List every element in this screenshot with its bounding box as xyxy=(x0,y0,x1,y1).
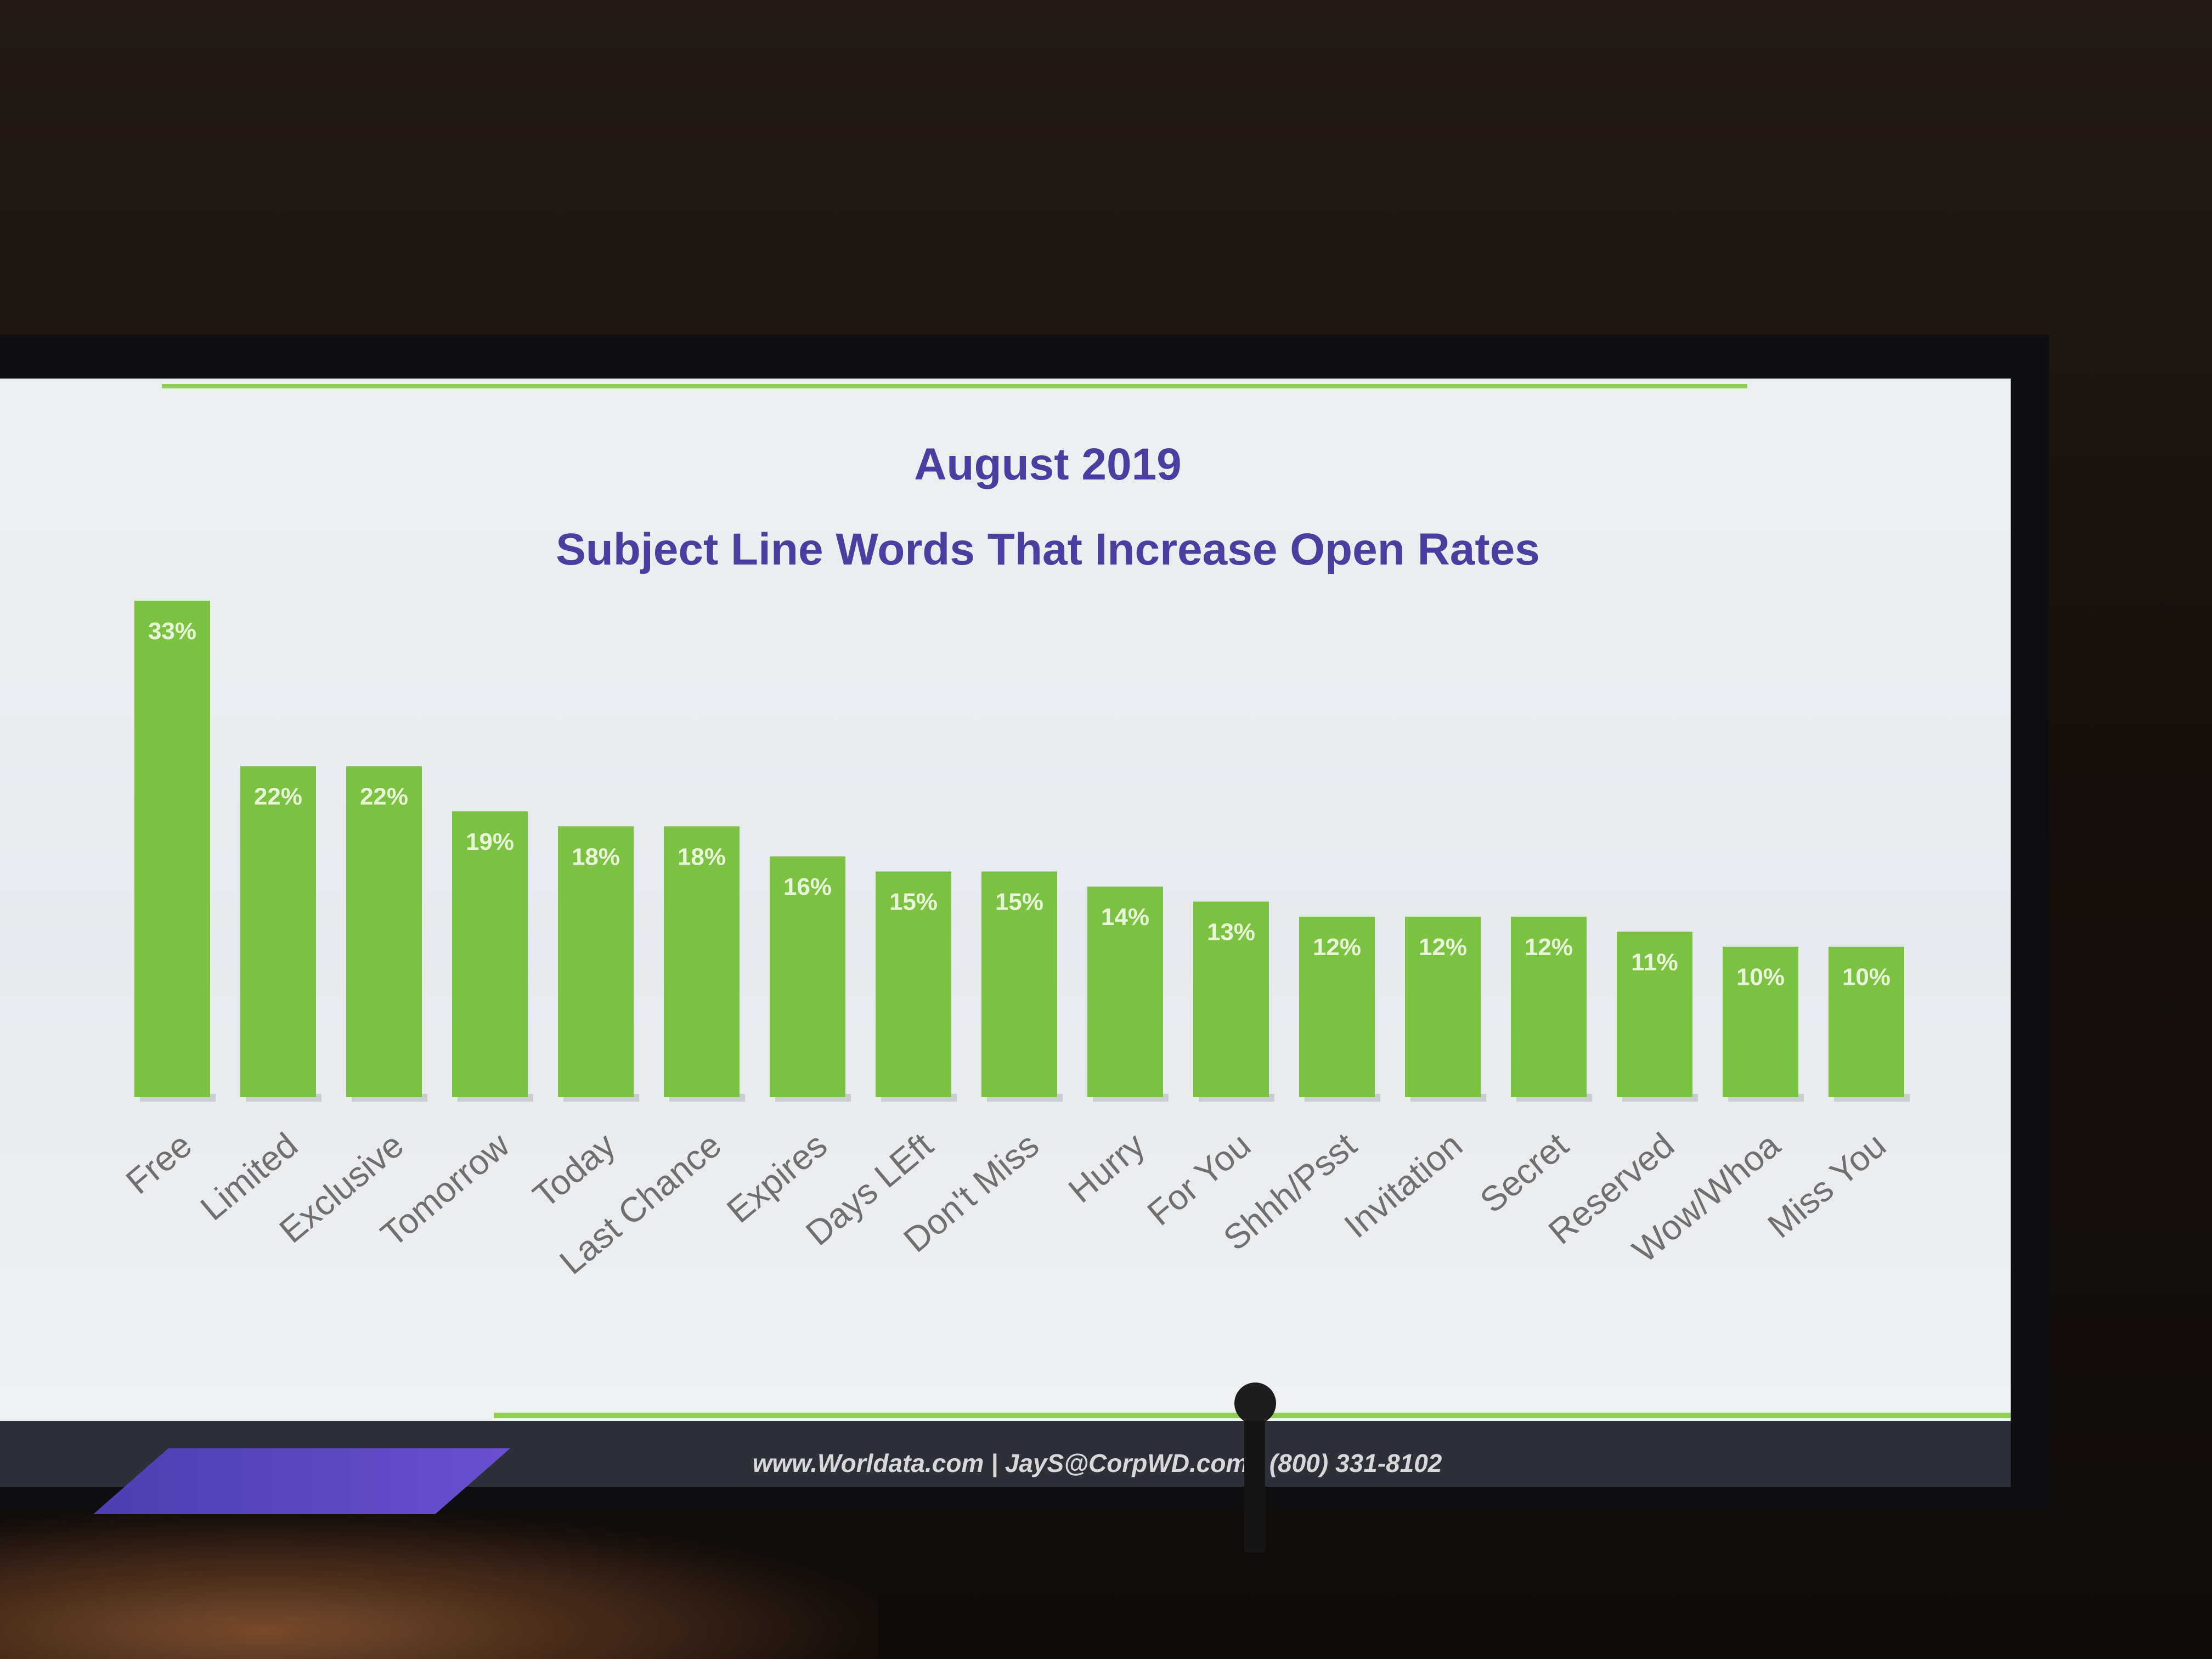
bar xyxy=(134,600,210,1097)
bar xyxy=(876,871,951,1097)
bar-chart: 33%Free22%Limited22%Exclusive19%Tomorrow… xyxy=(119,600,1910,1282)
bar xyxy=(1193,901,1269,1097)
bar xyxy=(664,826,740,1097)
bar-value-label: 15% xyxy=(889,889,938,916)
slide-top-rule xyxy=(162,384,1747,388)
x-tick-label: Today xyxy=(526,1125,623,1216)
stage-light-glow xyxy=(0,1514,878,1659)
bar xyxy=(346,766,422,1097)
bar xyxy=(240,766,316,1097)
presentation-slide: August 2019 Subject Line Words That Incr… xyxy=(0,379,2011,1421)
bar-value-label: 12% xyxy=(1419,934,1467,961)
bar-value-label: 33% xyxy=(148,618,196,645)
bar-value-label: 16% xyxy=(783,873,832,900)
bar xyxy=(1723,946,1798,1097)
x-tick-label: Miss You xyxy=(1760,1125,1893,1246)
bar xyxy=(1829,946,1904,1097)
chart-title: August 2019 xyxy=(914,439,1182,489)
bar xyxy=(1617,932,1692,1097)
bar-value-label: 14% xyxy=(1101,904,1149,930)
bar-value-label: 10% xyxy=(1736,964,1785,991)
microphone-stand xyxy=(1244,1421,1265,1553)
bar-value-label: 11% xyxy=(1631,949,1678,975)
bar-value-label: 18% xyxy=(572,843,620,870)
microphone-head xyxy=(1234,1383,1276,1424)
bar xyxy=(1405,916,1481,1097)
bar-value-label: 22% xyxy=(254,783,302,810)
bar-value-label: 22% xyxy=(360,783,408,810)
bar-value-label: 13% xyxy=(1207,918,1255,945)
bar xyxy=(1299,916,1375,1097)
x-tick-label: Invitation xyxy=(1336,1125,1470,1246)
bar xyxy=(1511,916,1587,1097)
bar xyxy=(452,811,528,1097)
bar-value-label: 12% xyxy=(1313,934,1361,961)
footer-accent-shape xyxy=(93,1448,510,1514)
bar xyxy=(770,856,845,1097)
bar-value-label: 12% xyxy=(1525,934,1573,961)
x-tick-label: Free xyxy=(119,1125,199,1202)
bar-value-label: 18% xyxy=(678,843,726,870)
bar-value-label: 19% xyxy=(466,828,514,855)
x-tick-label: Hurry xyxy=(1061,1125,1152,1211)
slide-footer-contact: www.Worldata.com | JayS@CorpWD.com | (80… xyxy=(752,1449,1442,1477)
chart-subtitle: Subject Line Words That Increase Open Ra… xyxy=(556,524,1540,574)
bar xyxy=(981,871,1057,1097)
bar-value-label: 10% xyxy=(1842,964,1891,991)
bar xyxy=(558,826,634,1097)
bar xyxy=(1087,887,1163,1097)
bar-value-label: 15% xyxy=(995,889,1043,916)
